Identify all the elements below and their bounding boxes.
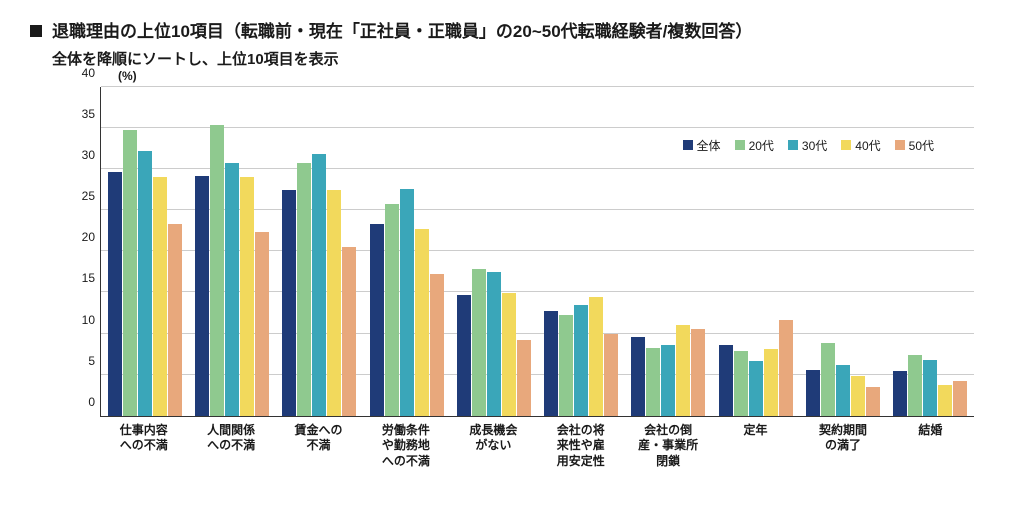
bar [851,376,865,416]
y-tick-label: 5 [69,354,95,368]
bar [779,320,793,415]
bar [517,340,531,416]
bar [908,355,922,416]
legend-swatch [788,140,798,150]
legend-label: 30代 [802,137,827,154]
bar-group [101,87,188,416]
bar [574,305,588,416]
bar [893,371,907,415]
bar [502,293,516,416]
legend-item: 20代 [735,137,774,154]
bar [225,163,239,416]
legend-swatch [683,140,693,150]
bar [589,297,603,416]
y-tick-label: 10 [69,313,95,327]
bar [719,345,733,416]
bar [327,190,341,415]
y-tick-label: 20 [69,230,95,244]
bar [457,295,471,416]
bar [123,130,137,415]
bar [559,315,573,415]
x-tick-label: 労働条件 や勤務地 への不満 [362,423,449,470]
legend: 全体 20代 30代 40代 50代 [683,137,934,154]
bar [487,272,501,416]
bar [472,269,486,415]
bar [240,177,254,416]
bar [734,351,748,416]
x-tick-label: 契約期間 の満了 [799,423,886,470]
legend-swatch [895,140,905,150]
bar [544,311,558,415]
bar-group [363,87,450,416]
legend-label: 50代 [909,137,934,154]
x-tick-label: 成長機会 がない [450,423,537,470]
y-tick-label: 0 [69,395,95,409]
bar [953,381,967,416]
legend-swatch [841,140,851,150]
bar [210,125,224,416]
title-bullet [30,25,42,37]
y-tick-label: 15 [69,271,95,285]
bar [923,360,937,416]
x-tick-label: 結婚 [887,423,974,470]
bar [385,204,399,416]
bar [646,348,660,416]
bar [342,247,356,416]
legend-swatch [735,140,745,150]
bar [691,329,705,416]
bar [282,190,296,416]
bar [749,361,763,416]
y-tick-label: 25 [69,189,95,203]
chart-container: (%) 全体20代30代40代50代 0510152025303540 仕事内容… [100,87,974,470]
x-tick-label: 仕事内容 への不満 [100,423,187,470]
legend-label: 全体 [697,137,721,154]
bar [138,151,152,416]
bar [168,224,182,416]
x-tick-label: 人間関係 への不満 [187,423,274,470]
bar [764,349,778,416]
bar [676,325,690,415]
bar [195,176,209,416]
chart-header: 退職理由の上位10項目（転職前・現在「正社員・正職員」の20~50代転職経験者/… [30,20,994,44]
bar [312,154,326,416]
bar [415,229,429,416]
legend-label: 20代 [749,137,774,154]
bar-group [537,87,624,416]
bar [430,274,444,416]
bar [866,387,880,416]
x-axis-labels: 仕事内容 への不満人間関係 への不満賃金への 不満労働条件 や勤務地 への不満成… [100,423,974,470]
bar-group [188,87,275,416]
bar [938,385,952,415]
bar [661,345,675,416]
bar [400,189,414,416]
bar [255,232,269,416]
legend-item: 40代 [841,137,880,154]
bar [836,365,850,416]
y-tick-label: 30 [69,148,95,162]
y-tick-label: 35 [69,107,95,121]
bar-group [276,87,363,416]
bar [604,334,618,416]
legend-label: 40代 [855,137,880,154]
bar [108,172,122,416]
x-tick-label: 賃金への 不満 [275,423,362,470]
bar [153,177,167,416]
y-axis-unit: (%) [118,69,137,83]
bar [806,370,820,416]
bar [631,337,645,416]
legend-item: 全体 [683,137,721,154]
bar [370,224,384,416]
x-tick-label: 会社の将 来性や雇 用安定性 [537,423,624,470]
bar [297,163,311,416]
y-tick-label: 40 [69,66,95,80]
chart-title: 退職理由の上位10項目（転職前・現在「正社員・正職員」の20~50代転職経験者/… [52,20,752,44]
bar [821,343,835,415]
legend-item: 30代 [788,137,827,154]
bar-group [450,87,537,416]
x-tick-label: 定年 [712,423,799,470]
x-tick-label: 会社の倒 産・事業所 閉鎖 [624,423,711,470]
chart-subtitle: 全体を降順にソートし、上位10項目を表示 [52,48,994,69]
legend-item: 50代 [895,137,934,154]
